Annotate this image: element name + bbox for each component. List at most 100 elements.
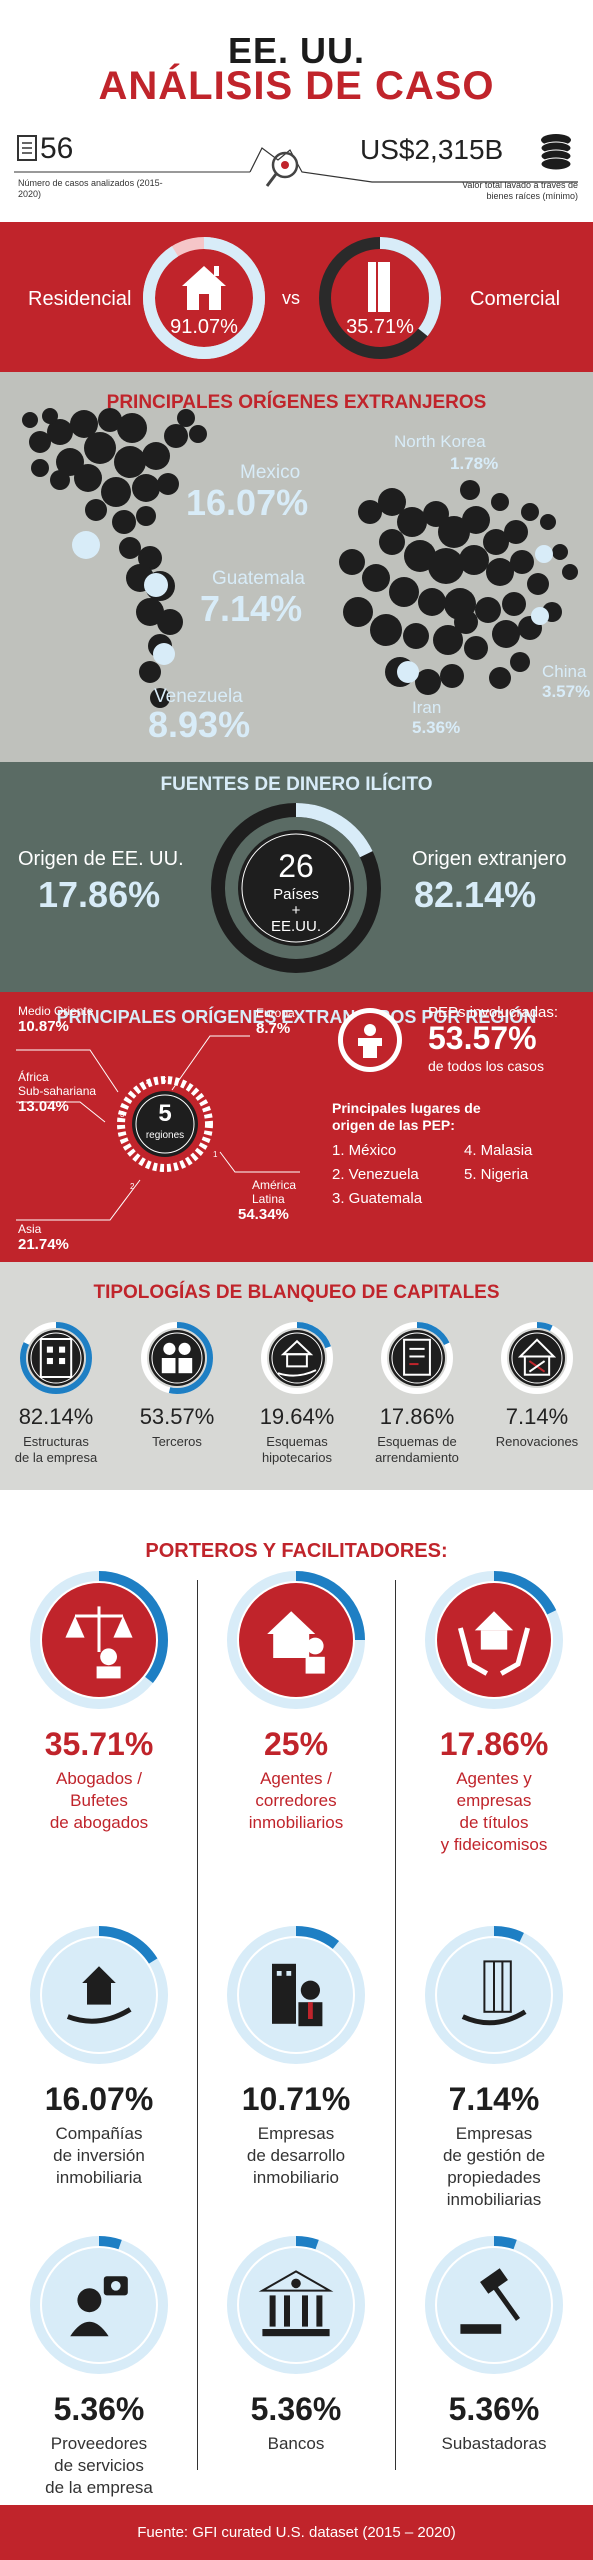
- residential-rings: [143, 237, 441, 359]
- gatekeeper-item: 25% Agentes / corredores inmobiliarios: [201, 1550, 391, 1870]
- map-dot: [491, 493, 509, 511]
- value-caption: Valor total lavado a través de bienes ra…: [462, 180, 578, 201]
- gatekeeper-pct: 5.36%: [448, 2391, 540, 2427]
- guatemala-pct: 7.14%: [200, 588, 303, 629]
- pep-place-3: 3. Guatemala: [332, 1190, 423, 1207]
- map-dot: [70, 410, 98, 438]
- column-divider-right: [395, 1580, 396, 2470]
- tower-icon: [368, 262, 390, 312]
- africa-label1: África: [18, 1070, 49, 1084]
- map-dot: [438, 516, 470, 548]
- map-dot: [521, 503, 539, 521]
- map-dot: [157, 609, 183, 635]
- gatekeeper-pct: 10.71%: [241, 2081, 351, 2117]
- map-dot: [562, 564, 578, 580]
- ring-number-4: 4: [146, 1078, 151, 1087]
- cases-caption: Número de casos analizados (2015-2020): [18, 178, 163, 199]
- map-dot: [362, 564, 390, 592]
- map-dot: [136, 506, 156, 526]
- peps-label: PEPs involucradas:: [428, 1004, 559, 1021]
- residential-pct: 91.07%: [170, 316, 238, 338]
- pep-places-title2: origen de las PEP:: [332, 1117, 455, 1133]
- header-stats-graphic: [14, 134, 578, 187]
- typology-label-1: Esquemas de: [377, 1434, 457, 1449]
- peps-sub: de todos los casos: [428, 1058, 544, 1074]
- map-dot: [418, 588, 446, 616]
- map-dot: [460, 480, 480, 500]
- latam-pct: 54.34%: [238, 1206, 289, 1223]
- map-dot: [22, 412, 38, 428]
- building-icon: [39, 1338, 73, 1378]
- ring-number-5: 5: [162, 1076, 167, 1085]
- gatekeeper-label-line: Bancos: [267, 2434, 325, 2453]
- gatekeeper-item: 10.71% Empresas de desarrollo inmobiliario: [201, 1905, 391, 2225]
- map-dot: [510, 550, 534, 574]
- gatekeeper-item: 16.07% Compañías de inversión inmobiliaria: [4, 1905, 194, 2225]
- typology-pct: 17.86%: [379, 1404, 455, 1429]
- gatekeeper-pct: 25%: [263, 1726, 329, 1762]
- map-dot: [84, 432, 116, 464]
- origins-title: PRINCIPALES ORÍGENES EXTRANJEROS: [106, 392, 487, 413]
- source-text: Fuente: GFI curated U.S. dataset (2015 –…: [137, 2524, 456, 2541]
- gatekeeper-label-line: de desarrollo: [246, 2146, 346, 2165]
- typology-item: 19.64% Esquemas hipotecarios: [237, 1320, 357, 1490]
- map-dot: [486, 558, 514, 586]
- country-highlight: [144, 573, 168, 597]
- map-dot: [142, 442, 170, 470]
- typology-pct: 7.14%: [505, 1404, 569, 1429]
- house-hand-icon: [277, 1339, 317, 1377]
- venezuela-pct: 8.93%: [148, 704, 251, 745]
- map-dot: [462, 506, 490, 534]
- map-dot: [492, 620, 520, 648]
- gatekeeper-ring: [30, 1571, 168, 1709]
- house-icon: [182, 266, 226, 310]
- typology-label-1: Terceros: [152, 1434, 202, 1449]
- countries-line3: EE.UU.: [270, 918, 321, 935]
- map-dot: [378, 488, 406, 516]
- funds-title: FUENTES DE DINERO ILÍCITO: [160, 774, 433, 795]
- country-highlight: [397, 661, 419, 683]
- map-dot: [98, 408, 122, 432]
- map-dot: [114, 446, 146, 478]
- map-dot: [502, 592, 526, 616]
- building-hand-icon: [461, 1960, 527, 2026]
- gatekeeper-pct: 5.36%: [53, 2391, 145, 2427]
- latam-label2: Latina: [252, 1192, 285, 1206]
- gatekeeper-item: 5.36% Subastadoras: [399, 2215, 589, 2535]
- typology-ring: [261, 1322, 333, 1394]
- ring-number-3: 3: [120, 1110, 125, 1119]
- map-dot: [423, 501, 449, 527]
- coins-icon: [540, 134, 572, 171]
- countries-line1: Países: [273, 886, 319, 903]
- regions-number: 5: [158, 1100, 172, 1127]
- map-dot: [47, 419, 73, 445]
- document-icon: [17, 135, 37, 161]
- gatekeeper-label-line: y fideicomisos: [440, 1835, 548, 1854]
- gatekeeper-label-line: de abogados: [49, 1813, 149, 1832]
- north-korea-pct: 1.78%: [450, 454, 499, 473]
- africa-pct: 13.04%: [18, 1098, 69, 1115]
- map-dot: [343, 597, 373, 627]
- gatekeeper-pct: 17.86%: [439, 1726, 549, 1762]
- agent-house-icon: [267, 1611, 325, 1674]
- gatekeeper-label-line: Agentes /: [260, 1769, 332, 1788]
- gatekeepers-list: 35.71% Abogados / Bufetes de abogados 25% Ag…: [0, 1540, 593, 2500]
- map-dot: [454, 610, 478, 634]
- map-dot: [112, 510, 136, 534]
- gatekeeper-label-line: de servicios: [54, 2456, 144, 2475]
- map-dot: [397, 507, 427, 537]
- map-dot: [440, 664, 464, 688]
- pep-place-4: 4. Malasia: [464, 1142, 533, 1159]
- developer-icon: [272, 1963, 323, 2027]
- typology-item: 17.86% Esquemas de arrendamiento: [357, 1320, 477, 1490]
- map-dot: [459, 545, 489, 575]
- typologies-title: TIPOLOGÍAS DE BLANQUEO DE CAPITALES: [93, 1282, 500, 1303]
- typology-label-2: arrendamiento: [375, 1450, 459, 1465]
- typology-label-1: Esquemas: [266, 1434, 328, 1449]
- gatekeeper-pct: 7.14%: [448, 2081, 540, 2117]
- asia-pct: 21.74%: [18, 1236, 69, 1253]
- gatekeeper-label-line: Abogados /: [55, 1769, 142, 1788]
- gatekeepers-title: PORTEROS Y FACILITADORES:: [145, 1540, 448, 1562]
- typology-label-1: Renovaciones: [495, 1434, 579, 1449]
- map-dot: [119, 537, 141, 559]
